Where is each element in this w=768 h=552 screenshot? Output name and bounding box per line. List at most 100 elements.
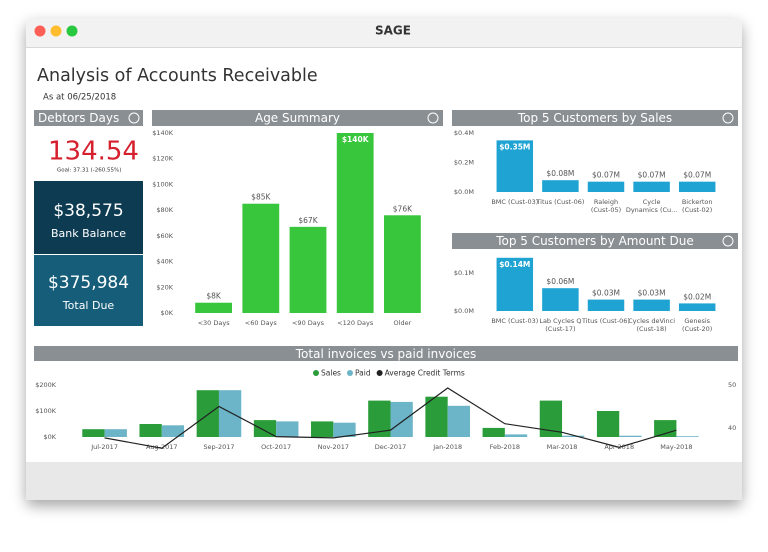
window-title: SAGE xyxy=(375,24,411,38)
bar xyxy=(562,435,585,437)
bar xyxy=(447,405,470,437)
bar xyxy=(139,424,162,437)
y-tick-label: $100K xyxy=(35,407,57,415)
y-tick-label: $20K xyxy=(156,283,173,291)
kpi-goal: Goal: 37.31 (-260.55%) xyxy=(57,168,121,174)
y-tick-label: $0.0M xyxy=(454,188,474,196)
bar xyxy=(276,421,299,437)
panel-header xyxy=(152,110,443,126)
x-tick-label: May-2018 xyxy=(660,443,692,451)
x-tick-label: Jan-2018 xyxy=(432,443,462,451)
bar xyxy=(390,401,413,437)
kpi-value: $375,984 xyxy=(48,273,129,293)
bar xyxy=(482,427,505,437)
bar xyxy=(587,299,625,311)
panel-title: Debtors Days xyxy=(38,111,119,125)
bar xyxy=(542,180,579,192)
legend-label: Average Credit Terms xyxy=(385,369,465,378)
panel-title: Age Summary xyxy=(255,111,340,125)
bar xyxy=(596,411,620,437)
footer-strip xyxy=(26,462,742,500)
legend-marker xyxy=(376,370,383,376)
zoom-button[interactable] xyxy=(66,25,78,37)
bar xyxy=(104,429,127,437)
y-tick-label: $200K xyxy=(35,381,57,389)
legend-label: Paid xyxy=(355,369,371,378)
bar xyxy=(542,288,579,311)
bar xyxy=(587,181,625,192)
bar xyxy=(161,425,185,437)
y2-tick-label: 40 xyxy=(728,424,736,432)
bar xyxy=(504,434,528,437)
y-tick-label: $100K xyxy=(152,180,174,188)
kpi-card xyxy=(34,181,143,254)
y-tick-label: $120K xyxy=(152,155,174,163)
panel-title: Top 5 Customers by Sales xyxy=(517,111,672,125)
data-label: $0.14M xyxy=(499,260,530,269)
x-tick-label: Sep-2017 xyxy=(203,443,234,451)
x-tick-label: Titus (Cust-06) xyxy=(535,198,584,206)
x-tick-label: Dec-2017 xyxy=(375,443,406,451)
y-tick-label: $0.0M xyxy=(454,307,474,315)
x-tick-label: Lab Cycles Q (Cust-17) xyxy=(539,317,581,333)
data-label: $0.02M xyxy=(683,292,711,301)
x-tick-label: Titus (Cust-06) xyxy=(581,317,630,325)
y-tick-label: $40K xyxy=(156,258,173,266)
kpi-value: $38,575 xyxy=(53,201,123,221)
x-tick-label: Raleigh (Cust-05) xyxy=(591,198,621,214)
info-icon[interactable] xyxy=(722,235,734,247)
data-label: $76K xyxy=(393,204,413,213)
data-label: $8K xyxy=(206,292,222,301)
kpi-card xyxy=(34,255,143,326)
x-tick-label: Older xyxy=(394,319,412,327)
bar xyxy=(425,396,448,437)
info-icon[interactable] xyxy=(427,112,439,124)
minimize-button[interactable] xyxy=(50,25,62,37)
y-tick-label: $0K xyxy=(160,309,173,317)
bar xyxy=(678,303,716,311)
info-icon[interactable] xyxy=(128,112,140,124)
close-button[interactable] xyxy=(34,25,46,37)
bar xyxy=(654,420,677,437)
bar xyxy=(336,133,374,313)
y-tick-label: $0.1M xyxy=(454,269,474,277)
x-tick-label: <120 Days xyxy=(337,319,374,327)
page-title: Analysis of Accounts Receivable xyxy=(37,66,318,86)
x-tick-label: <30 Days xyxy=(198,319,231,327)
x-tick-label: Oct-2017 xyxy=(261,443,291,451)
legend-marker xyxy=(313,370,319,376)
bar xyxy=(383,215,421,313)
data-label: $140K xyxy=(342,135,370,144)
data-label: $0.08M xyxy=(546,169,574,178)
x-tick-label: Jul-2017 xyxy=(90,443,118,451)
y-tick-label: $60K xyxy=(156,232,173,240)
data-label: $85K xyxy=(251,193,271,202)
bar xyxy=(242,203,280,313)
y-tick-label: $0K xyxy=(43,433,56,441)
page-subtitle: As at 06/25/2018 xyxy=(43,93,116,103)
x-tick-label: <90 Days xyxy=(292,319,325,327)
bar xyxy=(195,302,233,313)
panel-title: Top 5 Customers by Amount Due xyxy=(495,234,694,248)
data-label: $0.03M xyxy=(638,289,666,298)
legend-marker xyxy=(346,370,353,376)
x-tick-label: Cycle Dynamics (Cu... xyxy=(626,198,678,214)
bar xyxy=(633,181,670,192)
x-tick-label: Genesis (Cust-20) xyxy=(682,317,712,333)
y2-tick-label: 50 xyxy=(728,381,736,389)
x-tick-label: <60 Days xyxy=(245,319,278,327)
x-tick-label: Nov-2017 xyxy=(318,443,349,451)
x-tick-label: Feb-2018 xyxy=(490,443,520,451)
panel-header xyxy=(452,233,738,249)
info-icon[interactable] xyxy=(722,112,734,124)
x-tick-label: Cycles deVinci (Cust-18) xyxy=(628,317,675,333)
bar xyxy=(678,181,716,192)
y-tick-label: $80K xyxy=(156,206,173,214)
bar xyxy=(676,436,699,437)
legend-label: Sales xyxy=(321,369,341,378)
y-tick-label: $0.4M xyxy=(454,129,474,137)
data-label: $0.07M xyxy=(638,171,666,180)
panel-header xyxy=(452,110,738,126)
bar xyxy=(196,390,219,437)
